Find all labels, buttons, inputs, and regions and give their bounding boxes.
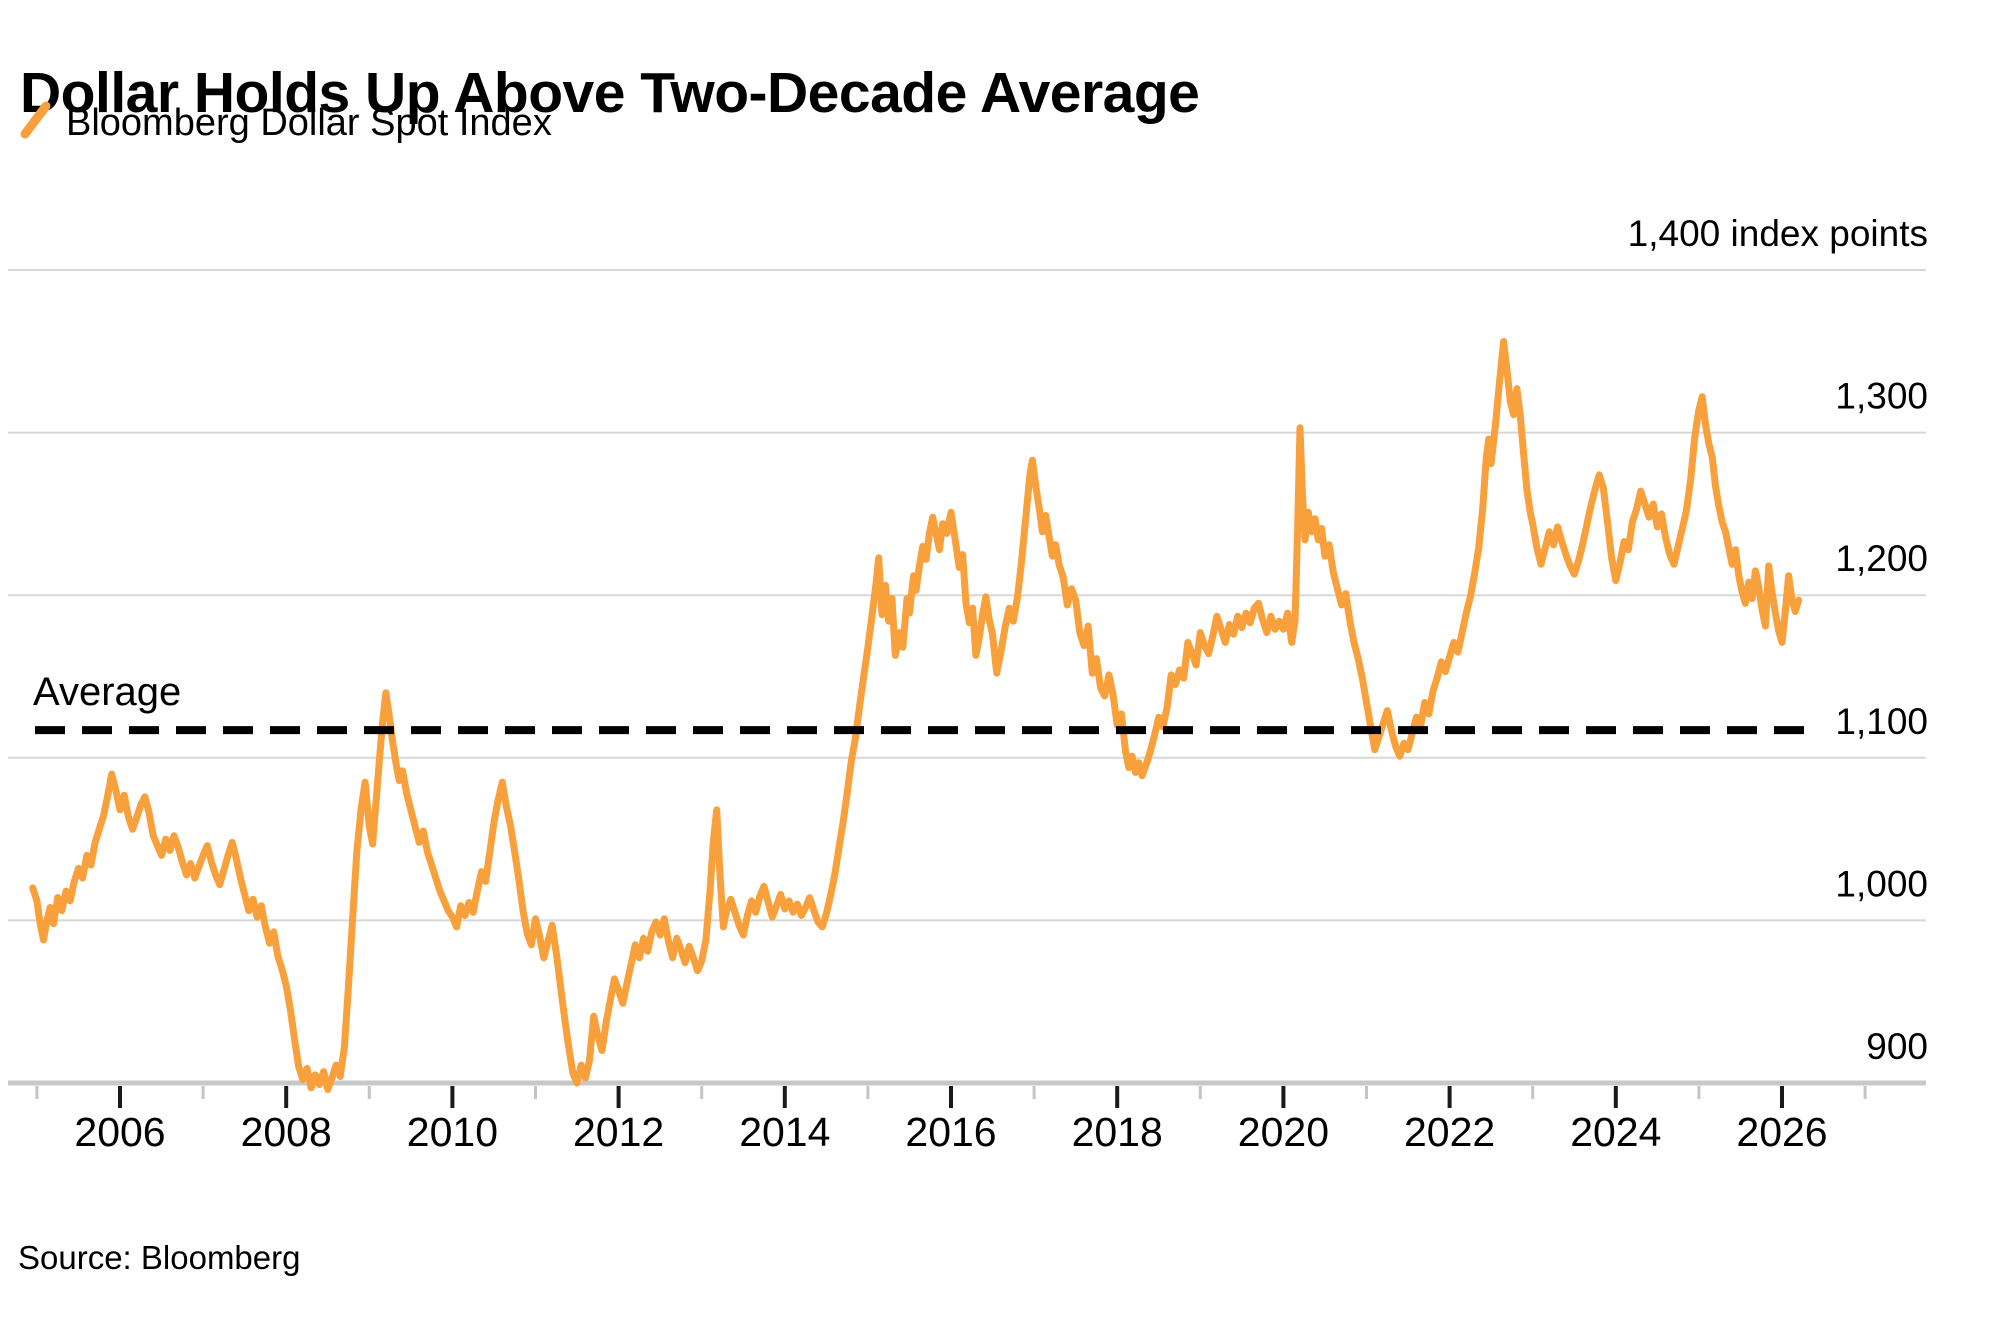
y-axis-label: 1,400 index points (1628, 213, 1928, 254)
x-axis-label: 2016 (905, 1109, 996, 1155)
x-axis-label: 2010 (407, 1109, 498, 1155)
series-line-bloomberg-dollar-spot-index (29, 338, 1803, 1093)
legend-series-label: Bloomberg Dollar Spot Index (66, 101, 552, 144)
x-axis-label: 2024 (1570, 1109, 1661, 1155)
y-axis-label: 1,200 (1835, 538, 1928, 579)
x-axis-label: 2008 (241, 1109, 332, 1155)
y-axis-label: 1,300 (1835, 376, 1928, 417)
chart-title: Dollar Holds Up Above Two-Decade Average (20, 61, 1200, 126)
y-axis-label: 1,100 (1835, 701, 1928, 742)
x-axis-label: 2006 (74, 1109, 165, 1155)
x-axis-label: 2012 (573, 1109, 664, 1155)
x-axis-label: 2026 (1736, 1109, 1827, 1155)
x-axis-label: 2020 (1238, 1109, 1329, 1155)
x-axis-label: 2022 (1404, 1109, 1495, 1155)
y-axis-label: 900 (1866, 1026, 1928, 1067)
legend-slash-icon (20, 100, 52, 145)
y-axis-label: 1,000 (1835, 863, 1928, 904)
x-axis-label: 2014 (739, 1109, 830, 1155)
source-note: Source: Bloomberg (18, 1239, 301, 1276)
average-line-label: Average (33, 670, 182, 714)
chart-legend: Bloomberg Dollar Spot Index (20, 100, 552, 145)
x-axis-label: 2018 (1072, 1109, 1163, 1155)
